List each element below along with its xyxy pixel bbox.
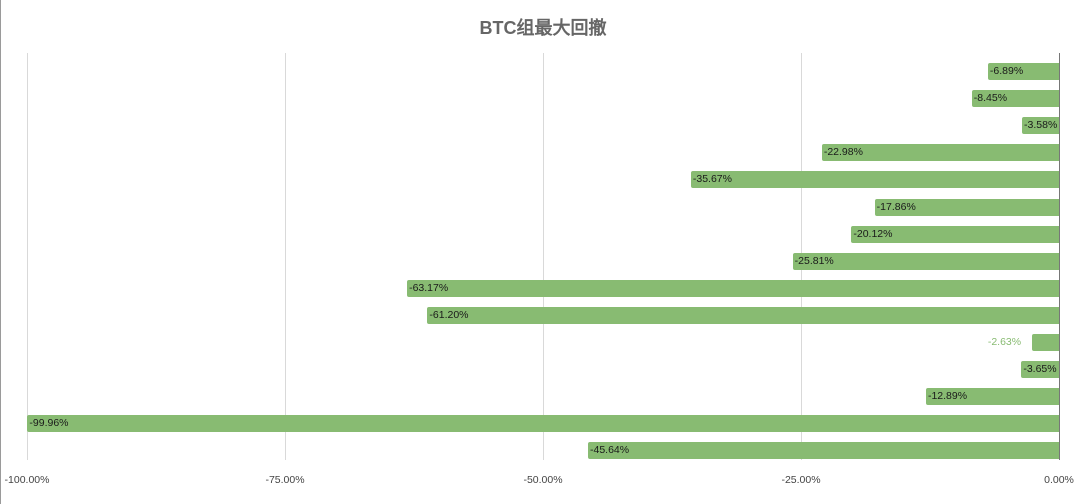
gridline (27, 53, 28, 460)
x-tick-label: -75.00% (265, 474, 305, 486)
bar (925, 388, 1059, 405)
bar-value-label: -8.45% (973, 92, 1008, 104)
bar-value-label: -61.20% (429, 309, 469, 321)
x-tick-label: 0.00% (1044, 474, 1074, 486)
bar-value-label: -6.89% (989, 65, 1024, 77)
bar-value-label: -35.67% (692, 173, 732, 185)
bar-value-label: -25.81% (794, 255, 834, 267)
bar (1031, 334, 1059, 351)
bar (821, 144, 1059, 161)
bar (987, 63, 1059, 80)
bar (971, 90, 1059, 107)
gridline (285, 53, 286, 460)
bar-value-label: -99.96% (29, 417, 69, 429)
bar-value-label: -63.17% (409, 282, 449, 294)
bar (1022, 117, 1059, 134)
bar (1021, 361, 1059, 378)
bar (874, 199, 1059, 216)
gridline (543, 53, 544, 460)
bar (851, 226, 1059, 243)
bar-value-label: -2.63% (987, 336, 1022, 348)
bar-value-label: -17.86% (876, 201, 916, 213)
bar (792, 253, 1059, 270)
x-tick-label: -50.00% (523, 474, 563, 486)
bar-value-label: -20.12% (853, 228, 893, 240)
chart-title: BTC组最大回撤 (479, 18, 607, 38)
zero-axis-line (1059, 53, 1060, 460)
bar-value-label: -3.58% (1024, 119, 1058, 131)
bar-value-label: -12.89% (927, 390, 968, 402)
bar-value-label: -3.65% (1023, 363, 1057, 375)
bar (587, 442, 1059, 459)
x-tick-label: -25.00% (781, 474, 821, 486)
bar-value-label: -45.64% (589, 444, 630, 456)
bar (407, 280, 1059, 297)
bar (27, 415, 1059, 432)
frame-left-border (0, 0, 1, 504)
bar-value-label: -22.98% (823, 146, 863, 158)
bar (690, 171, 1059, 188)
x-tick-label: -100.00% (4, 474, 50, 486)
bar (427, 307, 1059, 324)
